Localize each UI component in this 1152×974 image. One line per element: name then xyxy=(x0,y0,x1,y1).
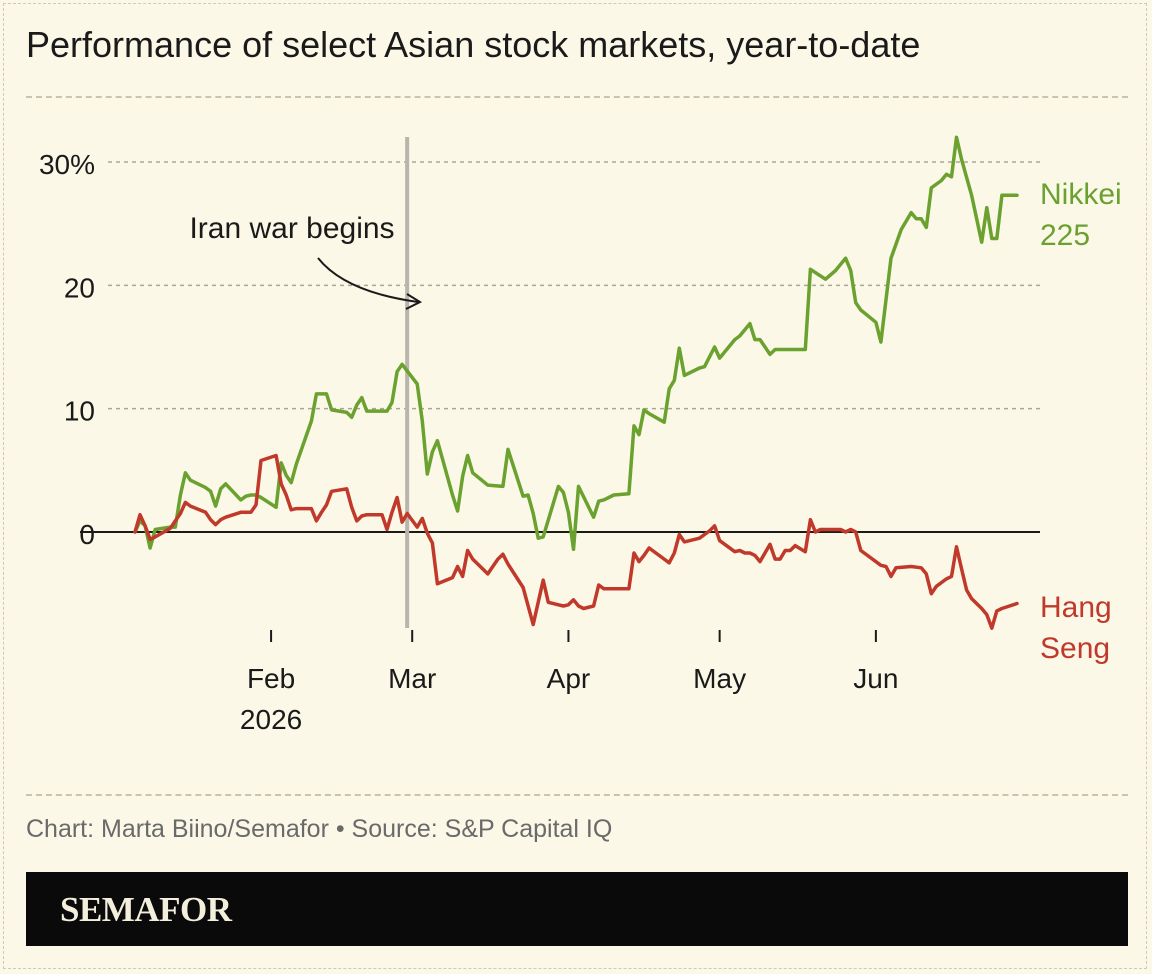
series-line-1 xyxy=(133,453,1019,630)
series-line-0 xyxy=(133,135,1019,552)
series-label: Nikkei xyxy=(1040,178,1122,211)
y-tick-label: 30% xyxy=(39,149,95,180)
x-tick-label: Mar xyxy=(388,663,436,694)
x-tick-label: Feb xyxy=(247,663,295,694)
annotation-label: Iran war begins xyxy=(189,212,394,245)
y-tick-label: 10 xyxy=(64,396,95,427)
series-label: 225 xyxy=(1040,219,1090,252)
y-tick-label: 0 xyxy=(79,519,95,550)
x-tick-label: May xyxy=(693,663,746,694)
brand-bar: SEMAFOR xyxy=(26,872,1128,946)
series-lines xyxy=(133,135,1019,630)
source-credit: Chart: Marta Biino/Semafor • Source: S&P… xyxy=(26,815,613,843)
series-label: Seng xyxy=(1040,632,1110,665)
x-tick-label: Apr xyxy=(547,663,591,694)
y-axis-ticks: 30% 20 10 0 xyxy=(39,149,95,550)
x-tick-label: Jun xyxy=(853,663,898,694)
x-tick-year-label: 2026 xyxy=(240,704,302,735)
top-divider xyxy=(26,96,1128,98)
annotation-arrowhead xyxy=(405,293,423,310)
x-axis-ticks: Feb 2026 Mar Apr May Jun xyxy=(240,630,898,735)
semafor-logo: SEMAFOR xyxy=(60,890,232,929)
y-tick-label: 20 xyxy=(64,272,95,303)
series-labels: Nikkei 225 Hang Seng xyxy=(1040,178,1122,665)
line-chart: 30% 20 10 0 Feb 2026 Mar Apr May Jun Iran war be… xyxy=(39,135,1122,735)
chart-frame xyxy=(3,3,1147,969)
bottom-divider xyxy=(26,794,1128,796)
series-label: Hang xyxy=(1040,591,1112,624)
chart-title: Performance of select Asian stock market… xyxy=(26,24,921,65)
gridlines xyxy=(80,161,1040,533)
event-annotation: Iran war begins xyxy=(189,137,423,628)
annotation-arrow xyxy=(317,257,419,303)
